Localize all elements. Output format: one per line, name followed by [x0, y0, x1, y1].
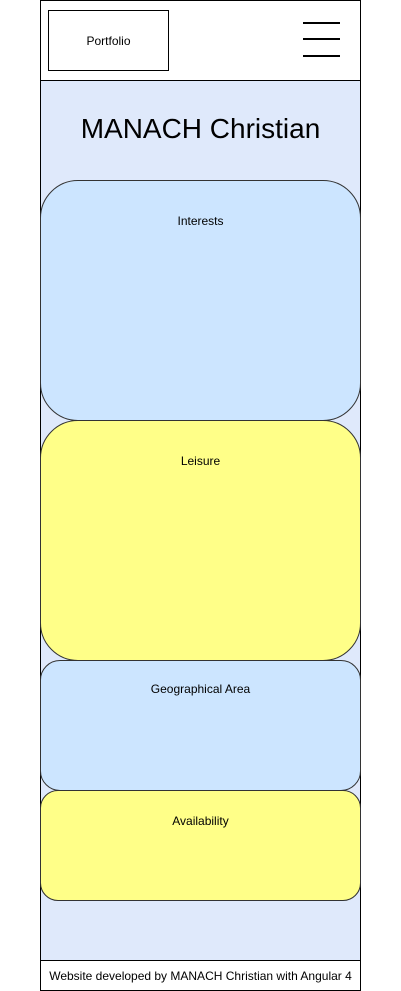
section-availability-label: Availability: [172, 814, 229, 828]
hamburger-menu-icon[interactable]: [302, 20, 342, 60]
footer: Website developed by MANACH Christian wi…: [40, 960, 361, 991]
section-availability[interactable]: Availability: [40, 790, 361, 901]
page-title: MANACH Christian: [80, 113, 321, 144]
section-interests[interactable]: Interests: [40, 180, 361, 421]
section-geographical-area[interactable]: Geographical Area: [40, 660, 361, 791]
menu-bar-bottom: [303, 55, 340, 57]
section-leisure[interactable]: Leisure: [40, 420, 361, 661]
menu-bar-middle: [303, 38, 340, 40]
portfolio-brand-link[interactable]: Portfolio: [48, 10, 169, 71]
footer-text: Website developed by MANACH Christian wi…: [49, 968, 352, 983]
section-geographical-area-label: Geographical Area: [150, 682, 251, 696]
section-leisure-label: Leisure: [180, 454, 221, 468]
menu-bar-top: [303, 22, 340, 24]
section-interests-label: Interests: [177, 214, 224, 228]
